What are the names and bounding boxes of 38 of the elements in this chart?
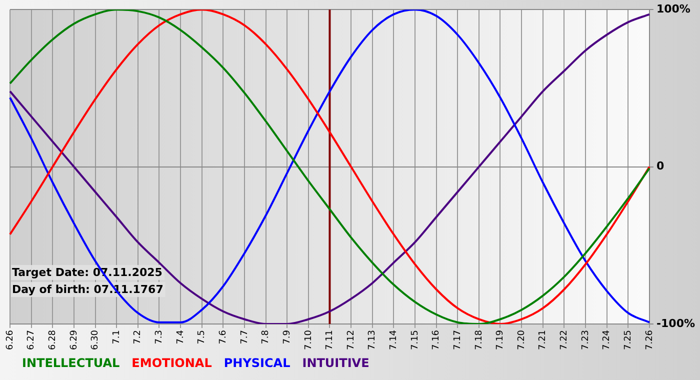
x-tick-label: 7.8 <box>261 330 272 344</box>
y-tick-label: 0 <box>656 160 664 173</box>
y-tick-label: 100% <box>656 2 690 16</box>
x-tick-label: 7.24 <box>602 330 612 350</box>
x-tick-label: 7.3 <box>154 330 165 344</box>
x-tick-label: 7.17 <box>452 330 463 350</box>
x-tick-label: 7.20 <box>516 330 527 350</box>
x-tick-label: 6.29 <box>69 330 80 350</box>
text: INTELLECTUAL <box>22 356 120 370</box>
x-tick-label: 7.26 <box>644 330 655 350</box>
x-tick-label: 7.25 <box>623 330 634 350</box>
x-tick-label: 6.28 <box>48 330 58 350</box>
x-tick-label: 7.1 <box>112 330 122 344</box>
x-tick-label: 7.23 <box>580 330 591 350</box>
x-tick-label: 6.26 <box>5 330 16 350</box>
x-tick-label: 7.15 <box>410 330 420 350</box>
x-tick-label: 7.22 <box>560 330 570 350</box>
x-tick-label: 7.4 <box>176 330 186 344</box>
x-tick-label: 7.10 <box>304 330 314 350</box>
x-tick-label: 7.7 <box>240 330 250 344</box>
x-tick-label: 7.12 <box>346 330 356 350</box>
x-tick-label: 6.30 <box>90 330 101 350</box>
text: EMOTIONAL <box>132 356 212 370</box>
x-tick-label: 7.2 <box>133 330 144 344</box>
x-tick-label: 7.13 <box>368 330 378 350</box>
x-tick-label: 7.18 <box>474 330 484 350</box>
x-tick-label: 7.11 <box>325 330 336 350</box>
x-tick-label: 7.21 <box>538 330 548 350</box>
x-tick-label: 6.27 <box>26 330 37 350</box>
y-tick-label: -100% <box>656 316 696 330</box>
x-tick-label: 7.6 <box>218 330 228 344</box>
x-tick-label: 7.14 <box>389 330 400 350</box>
text: INTUITIVE <box>302 356 370 370</box>
x-tick-label: 7.19 <box>496 330 506 350</box>
x-tick-label: 7.9 <box>282 330 292 344</box>
x-tick-label: 7.5 <box>197 330 208 344</box>
x-tick-label: 7.16 <box>432 330 442 350</box>
text: PHYSICAL <box>224 356 291 370</box>
